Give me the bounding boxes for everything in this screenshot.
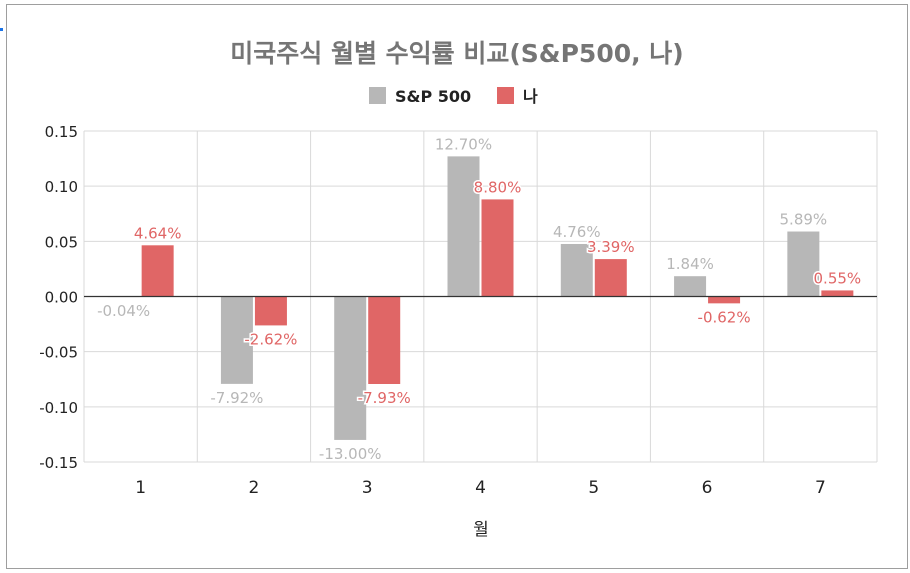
data-label-sp500: 1.84% <box>666 255 714 273</box>
data-label-sp500: 12.70% <box>435 135 492 153</box>
x-tick-label: 7 <box>815 478 826 498</box>
legend: S&P 500 나 <box>369 87 538 106</box>
chart-title: 미국주식 월별 수익률 비교(S&P500, 나) <box>230 39 683 68</box>
data-label-me: -2.62% <box>244 330 297 348</box>
y-tick-labels: 0.15 0.10 0.05 0.00 -0.05 -0.10 -0.15 <box>39 123 78 472</box>
data-label-sp500: -13.00% <box>319 445 382 463</box>
bar-me[interactable] <box>481 199 514 297</box>
legend-label: S&P 500 <box>395 87 471 106</box>
data-label-sp500: 4.76% <box>553 223 601 241</box>
data-label-me: 8.80% <box>474 178 522 196</box>
x-tick-labels: 1 2 3 4 5 6 7 <box>135 478 826 498</box>
bar-sp500[interactable] <box>334 296 367 440</box>
bar-sp500[interactable] <box>560 243 593 297</box>
data-label-me: -0.62% <box>698 308 751 326</box>
data-label-me: -7.93% <box>358 389 411 407</box>
y-tick-label: -0.15 <box>39 454 78 472</box>
data-labels: -0.04% -7.92% -13.00% 12.70% 4.76% 1.84% 5.89%… <box>96 134 863 465</box>
bars <box>107 156 854 440</box>
x-tick-label: 4 <box>475 478 486 498</box>
bar-me[interactable] <box>141 245 174 297</box>
data-label-me: 4.64% <box>134 224 182 242</box>
y-tick-label: 0.05 <box>45 233 78 251</box>
y-tick-label: -0.10 <box>39 399 78 417</box>
x-tick-label: 1 <box>135 478 146 498</box>
data-label-sp500: -0.04% <box>97 302 150 320</box>
data-label-me: 3.39% <box>587 238 635 256</box>
bar-me[interactable] <box>821 290 854 297</box>
x-tick-label: 5 <box>588 478 599 498</box>
bar-sp500[interactable] <box>787 231 820 297</box>
data-label-me: 0.55% <box>814 269 862 287</box>
y-tick-label: 0.15 <box>45 123 78 141</box>
x-tick-label: 6 <box>702 478 713 498</box>
y-tick-label: -0.05 <box>39 344 78 362</box>
bar-me[interactable] <box>368 296 401 384</box>
bar-me[interactable] <box>594 259 627 297</box>
x-tick-label: 2 <box>249 478 260 498</box>
x-axis-label: 월 <box>473 520 489 540</box>
bar-sp500[interactable] <box>674 276 707 297</box>
data-label-sp500: -7.92% <box>210 389 263 407</box>
y-tick-label: 0.00 <box>45 289 78 307</box>
bar-sp500[interactable] <box>220 296 253 384</box>
bar-me[interactable] <box>708 296 741 304</box>
legend-label: 나 <box>523 87 538 106</box>
bar-me[interactable] <box>254 296 287 326</box>
x-tick-label: 3 <box>362 478 373 498</box>
data-label-sp500: 5.89% <box>780 211 828 229</box>
bar-sp500[interactable] <box>447 156 480 297</box>
y-tick-label: 0.10 <box>45 178 78 196</box>
legend-swatch <box>497 87 514 104</box>
legend-swatch <box>369 87 386 104</box>
